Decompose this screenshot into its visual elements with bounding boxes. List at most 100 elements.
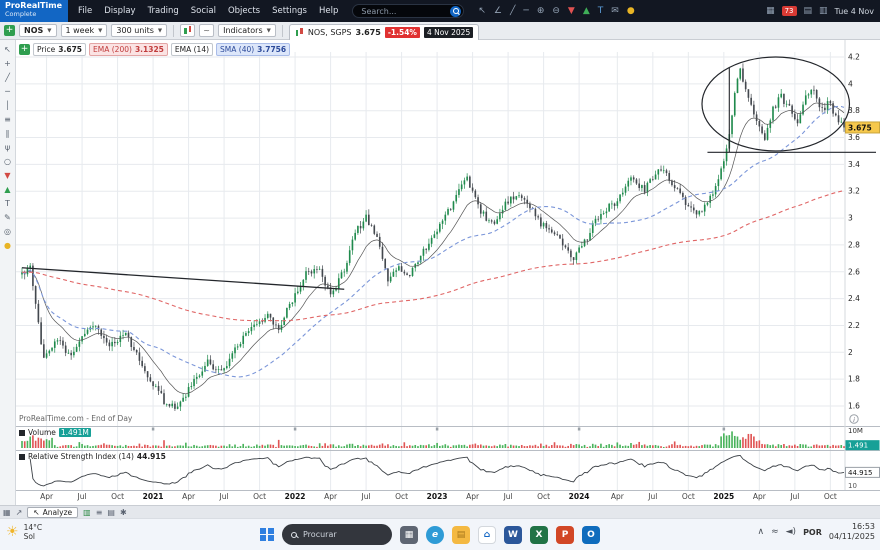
file-explorer-icon[interactable]: ▤ — [452, 525, 470, 544]
powerpoint-icon[interactable]: P — [556, 525, 574, 544]
units-dropdown[interactable]: 300 units ▼ — [111, 24, 168, 37]
share-icon[interactable]: ↗ — [15, 507, 23, 517]
crosshair-icon[interactable]: + — [4, 58, 11, 68]
analyze-button[interactable]: ↖ Analyze — [27, 506, 79, 518]
pitchfork-icon[interactable]: ψ — [4, 142, 11, 152]
cursor-icon[interactable]: ↖ — [4, 44, 11, 54]
task-view-icon[interactable]: ▦ — [400, 525, 418, 544]
layout-icon[interactable]: ▤ — [803, 6, 813, 16]
taskbar-clock[interactable]: 16:53 04/11/2025 — [829, 522, 875, 542]
search-box[interactable] — [352, 4, 465, 18]
svg-text:3: 3 — [848, 214, 853, 223]
outlook-icon[interactable]: O — [582, 525, 600, 544]
alert-bell-icon[interactable]: ● — [626, 5, 635, 16]
store-icon[interactable]: ⌂ — [478, 525, 496, 544]
text-tool-icon[interactable]: T — [597, 5, 604, 16]
volume-label: Volume — [28, 428, 56, 437]
ema14-legend-chip[interactable]: EMA (14) — [170, 43, 214, 56]
ellipse-icon[interactable]: ○ — [4, 156, 11, 166]
notifications-badge[interactable]: 73 — [781, 6, 797, 16]
trendline-icon[interactable]: ╱ — [5, 72, 10, 82]
weather-widget[interactable]: ☀ 14°C Sol — [6, 523, 42, 541]
volume-legend[interactable]: Volume 1.491M — [19, 428, 91, 437]
symbol-dropdown[interactable]: NOS ▼ — [19, 24, 57, 37]
volume-color-chip — [19, 429, 25, 436]
ema14-label: EMA (14) — [174, 45, 210, 54]
cursor-tool-icon[interactable]: ↖ — [478, 5, 486, 16]
line-view-button[interactable]: ~ — [199, 24, 215, 37]
zoom-in-icon[interactable]: ⊕ — [536, 5, 545, 16]
table-panel-icon[interactable]: ▤ — [107, 507, 115, 517]
ema200-legend-chip[interactable]: EMA (200) 3.1325 — [89, 43, 168, 56]
menubar-tools: ↖ ∠ ╱ ─ ⊕ ⊖ ▼ ▲ T ✉ ● — [478, 5, 635, 16]
price-legend-chip[interactable]: Price 3.675 — [33, 43, 87, 56]
search-icon[interactable] — [450, 5, 462, 17]
chart-tab-nos[interactable]: NOS, SGPS 3.675 -1.54% 4 Nov 2025 — [288, 23, 480, 40]
alert-icon[interactable]: ● — [4, 240, 11, 250]
sma40-label: SMA (40) — [220, 45, 255, 54]
clock-time: 16:53 — [851, 522, 875, 531]
add-instrument-button[interactable]: + — [4, 25, 15, 36]
timeframe-value: 1 week — [65, 26, 95, 35]
language-indicator[interactable]: POR — [803, 527, 822, 537]
timeframe-dropdown[interactable]: 1 week ▼ — [60, 24, 108, 37]
chevron-down-icon: ▼ — [266, 27, 271, 34]
windows-grid-icon[interactable]: ▦ — [3, 507, 11, 517]
menu-trading[interactable]: Trading — [147, 6, 179, 16]
menu-settings[interactable]: Settings — [272, 6, 307, 16]
menu-objects[interactable]: Objects — [227, 6, 261, 16]
sell-arrow-icon[interactable]: ▼ — [567, 5, 575, 16]
menu-display[interactable]: Display — [104, 6, 136, 16]
edge-icon[interactable]: e — [426, 525, 444, 544]
candlestick-chart[interactable]: Apr Jul Oct 2021 Apr Jul Oct 2022 Apr Jul Oct 2023 A… — [16, 40, 880, 505]
menu-file[interactable]: File — [78, 6, 93, 16]
buy-arrow-icon[interactable]: ▲ — [4, 184, 11, 194]
start-button[interactable] — [260, 527, 274, 542]
zoom-out-icon[interactable]: ⊖ — [552, 5, 560, 16]
buy-arrow-icon[interactable]: ▲ — [582, 5, 590, 16]
word-icon[interactable]: W — [504, 525, 522, 544]
list-panel-icon[interactable]: ≡ — [95, 507, 103, 517]
taskbar-search[interactable] — [282, 524, 392, 545]
magnifier-icon[interactable]: ◎ — [4, 226, 11, 236]
sma40-legend-chip[interactable]: SMA (40) 3.7756 — [216, 43, 291, 56]
horizontal-line-icon[interactable]: ─ — [5, 86, 10, 96]
channel-icon[interactable]: ∥ — [5, 128, 10, 138]
windows-taskbar: ☀ 14°C Sol ▦ e ▤ ⌂ W X P O ∧ ≈ ◄) POR — [0, 518, 880, 550]
analyze-label: Analyze — [42, 507, 73, 517]
measure-tool-icon[interactable]: ∠ — [493, 5, 502, 16]
pencil-icon[interactable]: ✎ — [4, 212, 11, 222]
workspaces-icon[interactable]: ▦ — [766, 6, 775, 16]
text-icon[interactable]: T — [5, 198, 10, 208]
hidden-icons-chevron[interactable]: ∧ — [757, 527, 765, 537]
watermark: ProRealTime.com - End of Day — [19, 414, 133, 423]
price-value: 3.675 — [58, 45, 83, 54]
chevron-down-icon: ▼ — [157, 27, 163, 34]
add-indicator-button[interactable]: + — [19, 44, 30, 55]
candlestick-view-button[interactable] — [180, 24, 196, 37]
search-input[interactable] — [355, 6, 451, 16]
vertical-line-icon[interactable]: │ — [5, 100, 10, 110]
svg-text:Oct: Oct — [395, 492, 408, 501]
excel-icon[interactable]: X — [530, 525, 548, 544]
weather-desc: Sol — [23, 532, 35, 541]
taskbar-search-input[interactable] — [303, 530, 383, 539]
volume-icon[interactable]: ◄) — [785, 527, 797, 537]
menu-social[interactable]: Social — [190, 6, 216, 16]
sell-arrow-icon[interactable]: ▼ — [4, 170, 11, 180]
units-value: 300 units — [116, 26, 154, 35]
gear-icon[interactable]: ✱ — [119, 507, 127, 517]
chart-panel-icon[interactable]: ▥ — [83, 507, 91, 517]
message-icon[interactable]: ✉ — [611, 5, 619, 16]
fibonacci-icon[interactable]: ≡ — [4, 114, 11, 124]
menu-help[interactable]: Help — [318, 6, 339, 16]
indicator-legend: + Price 3.675 EMA (200) 3.1325 EMA (14) SM… — [19, 43, 291, 56]
wifi-icon[interactable]: ≈ — [771, 527, 779, 537]
indicators-dropdown[interactable]: Indicators ▼ — [218, 24, 276, 37]
prorealtime-logo[interactable]: ProRealTime Complete — [0, 0, 68, 22]
rsi-legend[interactable]: Relative Strength Index (14) 44.915 — [19, 452, 166, 461]
detach-window-icon[interactable]: ▥ — [819, 6, 828, 16]
horizontal-line-tool-icon[interactable]: ─ — [523, 5, 529, 16]
trendline-tool-icon[interactable]: ╱ — [509, 5, 516, 16]
bottom-strip: ▦ ↗ ↖ Analyze ▥ ≡ ▤ ✱ — [0, 505, 880, 518]
